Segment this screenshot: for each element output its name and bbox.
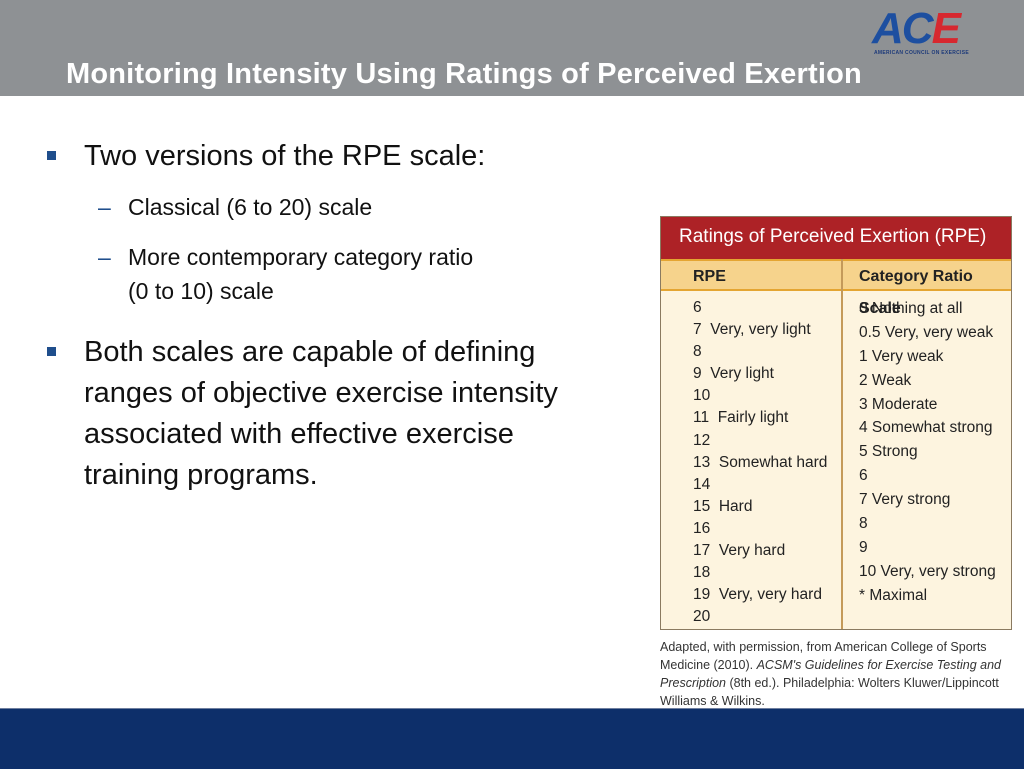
caption-text: Adapted, with permission, from American …: [660, 640, 987, 672]
column-divider: [841, 259, 843, 629]
rpe-row: 6: [693, 299, 702, 316]
category-ratio-column-header: Category Ratio Scale: [843, 259, 1011, 317]
rpe-row: 13 Somewhat hard: [693, 453, 828, 471]
category-ratio-row: 9: [859, 538, 868, 556]
category-ratio-row: 8: [859, 515, 868, 533]
category-ratio-row: 10 Very, very strong: [859, 562, 996, 580]
sub-bullet-text: More contemporary category ratio: [128, 244, 474, 270]
rpe-row: 8: [693, 343, 702, 361]
category-ratio-row: 3 Moderate: [859, 395, 938, 413]
rpe-row: 17 Very hard: [693, 542, 786, 560]
bullet-line: Both scales are capable of defining: [84, 336, 536, 368]
ace-logo: ACE AMERICAN COUNCIL ON EXERCISE: [872, 4, 1012, 58]
category-ratio-row: 4 Somewhat strong: [859, 419, 993, 437]
category-ratio-row: 0.5 Very, very weak: [859, 323, 994, 341]
bullet-text: Two versions of the RPE scale:: [84, 140, 486, 172]
category-ratio-row: 0 Nothing at all: [859, 300, 963, 317]
bullet-item: Both scales are capable of defining rang…: [44, 332, 654, 496]
footer-bar: [0, 708, 1024, 769]
rpe-row: 12: [693, 431, 711, 449]
rpe-row: 19 Very, very hard: [693, 586, 822, 604]
logo-wordmark: ACE: [872, 4, 961, 53]
caption-book-title: ACSM's Guidelines for Exercise Testing a…: [660, 658, 1001, 690]
dash-bullet-icon: –: [98, 244, 111, 270]
rpe-row: 20: [693, 608, 711, 626]
bullet-line: ranges of objective exercise intensity: [84, 377, 558, 409]
rpe-row: 11 Fairly light: [693, 409, 789, 427]
category-ratio-row: * Maximal: [859, 586, 928, 604]
bullet-line: training programs.: [84, 459, 318, 491]
sub-bullet-text-continued: (0 to 10) scale: [128, 278, 274, 304]
rpe-row: 15 Hard: [693, 497, 753, 515]
category-ratio-row: 1 Very weak: [859, 347, 944, 365]
header-bar: ACE AMERICAN COUNCIL ON EXERCISE Monitor…: [0, 0, 1024, 96]
rpe-row: 7 Very, very light: [693, 321, 811, 339]
sub-bullet-text: Classical (6 to 20) scale: [128, 194, 373, 220]
rpe-row: 14: [693, 475, 711, 493]
square-bullet-icon: [47, 151, 56, 160]
sub-bullet-item: – Classical (6 to 20) scale: [44, 190, 654, 224]
bullet-line: associated with effective exercise: [84, 418, 514, 450]
source-caption: Adapted, with permission, from American …: [660, 638, 1020, 710]
rpe-row: 10: [693, 387, 711, 405]
rpe-values-list: 6 7 Very, very light 8 9 Very light 10 11 Fai…: [693, 297, 827, 628]
category-ratio-row: 2 Weak: [859, 371, 912, 389]
rpe-row: 16: [693, 519, 711, 537]
sub-bullet-item: – More contemporary category ratio (0 to…: [44, 240, 654, 308]
slide-title: Monitoring Intensity Using Ratings of Pe…: [66, 58, 862, 90]
rpe-table-title: Ratings of Perceived Exertion (RPE): [661, 217, 1011, 259]
category-ratio-row: 6: [859, 467, 868, 485]
rpe-row: 9 Very light: [693, 365, 774, 383]
category-ratio-values-list: 0 Nothing at all 0.5 Very, very weak 1 Ver…: [859, 297, 996, 608]
category-ratio-row: 7 Very strong: [859, 491, 951, 509]
square-bullet-icon: [47, 347, 56, 356]
bullet-item: Two versions of the RPE scale:: [44, 136, 654, 176]
rpe-table: Ratings of Perceived Exertion (RPE) RPE …: [660, 216, 1012, 630]
rpe-column-header: RPE: [661, 259, 843, 291]
rpe-row: 18: [693, 564, 711, 582]
caption-text-end: (8th ed.). Philadelphia: Wolters Kluwer/…: [660, 676, 999, 708]
dash-bullet-icon: –: [98, 194, 111, 220]
category-ratio-row: 5 Strong: [859, 443, 918, 461]
logo-subtitle: AMERICAN COUNCIL ON EXERCISE: [874, 50, 969, 56]
bullet-list: Two versions of the RPE scale: – Classic…: [44, 136, 654, 496]
